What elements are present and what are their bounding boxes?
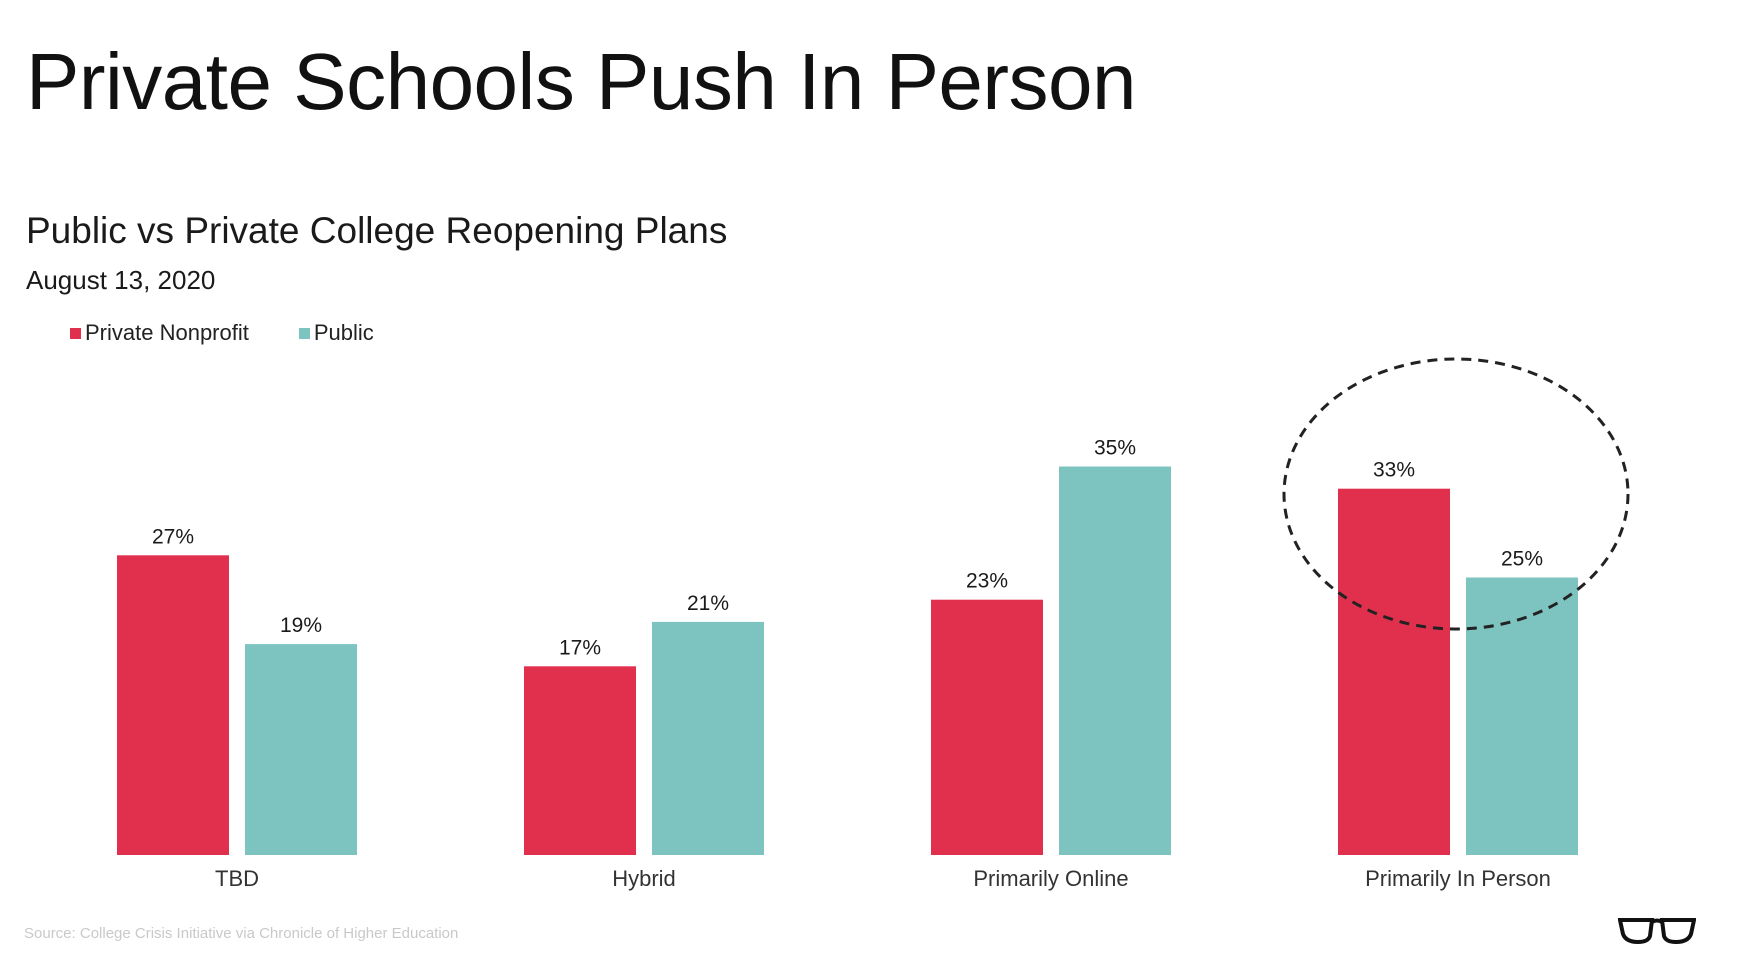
legend-label-public: Public (313, 320, 374, 345)
source-note: Source: College Crisis Initiative via Ch… (24, 925, 459, 942)
legend-swatch-public (298, 327, 310, 339)
bar-public-3 (1466, 577, 1578, 855)
data-label: 21% (687, 592, 729, 615)
legend-item-public: Public (298, 320, 374, 346)
x-tick-label: Primarily In Person (1365, 866, 1551, 891)
data-label: 35% (1094, 437, 1136, 460)
legend-swatch-private (70, 327, 81, 339)
bar-public-0 (245, 644, 357, 855)
x-tick-label: TBD (215, 866, 259, 891)
glasses-icon (1618, 918, 1696, 944)
x-tick-label: Primarily Online (973, 866, 1128, 891)
bar-public-1 (652, 621, 764, 855)
data-label: 23% (966, 570, 1008, 593)
bar-private-0 (117, 555, 229, 855)
bar-private-3 (1338, 488, 1450, 855)
legend-item-private: Private Nonprofit (70, 320, 249, 346)
chart-subtitle: August 13, 2020 (26, 265, 216, 295)
data-label: 27% (152, 525, 194, 548)
data-label: 17% (559, 636, 601, 659)
x-tick-label: Hybrid (612, 866, 676, 891)
bar-private-2 (931, 599, 1043, 855)
data-label: 33% (1373, 459, 1415, 482)
data-label: 19% (280, 614, 322, 637)
legend-label-private: Private Nonprofit (85, 320, 249, 345)
highlight-circle (1282, 357, 1630, 631)
chart-legend: Private Nonprofit Public (70, 320, 374, 346)
slide-title: Private Schools Push In Person (26, 37, 1137, 126)
chart-title: Public vs Private College Reopening Plan… (26, 210, 728, 251)
bar-public-2 (1059, 466, 1171, 855)
data-label: 25% (1501, 548, 1543, 571)
bar-private-1 (524, 666, 636, 855)
